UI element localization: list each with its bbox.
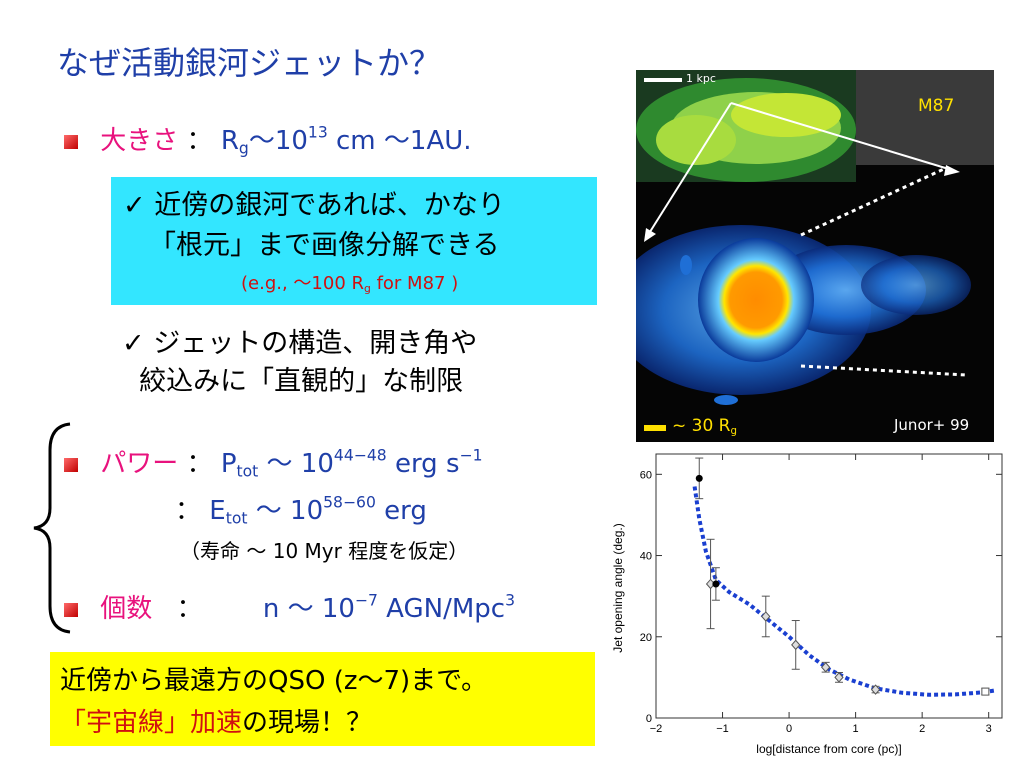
structure-line-1: ✓ ジェットの構造、開き角や xyxy=(122,328,478,359)
resolution-line-1: ✓ 近傍の銀河であれば、かなり xyxy=(123,190,505,221)
m87-jet-image: 1 kpc M87 ~ 30 Rg Junor+ 99 xyxy=(636,70,994,442)
y-tick-label: 20 xyxy=(640,632,652,644)
data-point xyxy=(834,672,844,683)
y-tick-label: 0 xyxy=(646,713,652,725)
data-point xyxy=(712,580,720,588)
power-colon: ： xyxy=(186,449,213,479)
x-axis-label: log[distance from core (pc)] xyxy=(756,742,901,756)
rg-scale-label: ~ 30 Rg xyxy=(672,416,737,438)
energy-row: ： Etot 〜 1058−60 erg xyxy=(175,490,427,528)
x-tick-label: 3 xyxy=(986,723,992,735)
x-tick-label: −2 xyxy=(650,723,663,735)
power-formula: Ptot 〜 1044−48 erg s−1 xyxy=(220,446,483,481)
x-tick-label: 2 xyxy=(919,723,925,735)
energy-formula: Etot 〜 1058−60 erg xyxy=(209,493,427,528)
size-row: 大きさ ： Rg〜1013 cm 〜1AU. xyxy=(64,120,472,158)
power-label: パワー xyxy=(100,449,179,479)
fit-curve xyxy=(692,486,996,697)
bullet-square-icon xyxy=(64,135,78,149)
cosmic-ray-box: 近傍から最遠方のQSO (z〜7)まで。 「宇宙線」加速の現場！？ xyxy=(50,652,595,746)
size-colon: ： xyxy=(186,126,213,156)
m87-jet-graphic xyxy=(636,70,994,442)
y-axis-label: Jet opening angle (deg.) xyxy=(611,523,625,652)
number-formula: n 〜 10−7 AGN/Mpc3 xyxy=(262,591,516,624)
number-label: 個数 xyxy=(100,594,153,624)
opening-angle-chart: −2 −1 0 1 2 3 0 20 40 60 log[distance from core (… xyxy=(611,453,1003,756)
number-row: 個数 ： n 〜 10−7 AGN/Mpc3 xyxy=(64,588,515,625)
data-point xyxy=(761,611,771,622)
lifetime-note: （寿命 〜 10 Myr 程度を仮定） xyxy=(180,539,469,563)
number-colon: ： xyxy=(176,594,203,624)
structure-note: ✓ ジェットの構造、開き角や 絞込みに「直観的」な制限 xyxy=(122,325,477,401)
data-point xyxy=(981,687,990,696)
resolution-note: (e.g., 〜100 Rg for M87 ) xyxy=(241,273,459,296)
size-formula: Rg〜1013 cm 〜1AU. xyxy=(220,123,472,158)
size-label: 大きさ xyxy=(100,126,179,156)
power-row: パワー ： Ptot 〜 1044−48 erg s−1 xyxy=(64,443,483,481)
slide-title: なぜ活動銀河ジェットか？ xyxy=(57,44,442,82)
cosmic-ray-line-2: 「宇宙線」加速の現場！？ xyxy=(60,708,373,738)
credit-label: Junor+ 99 xyxy=(894,416,970,434)
data-point xyxy=(791,639,801,651)
resolution-box: ✓ 近傍の銀河であれば、かなり 「根元」まで画像分解できる (e.g., 〜10… xyxy=(111,177,597,305)
bullet-square-icon xyxy=(64,603,78,617)
y-tick-label: 60 xyxy=(640,469,652,481)
data-point xyxy=(695,474,703,482)
energy-colon: ： xyxy=(175,496,202,526)
x-tick-label: −1 xyxy=(716,723,729,735)
m87-label: M87 xyxy=(918,96,955,116)
cosmic-ray-line-1: 近傍から最遠方のQSO (z〜7)まで。 xyxy=(60,666,488,696)
brace-icon xyxy=(33,422,71,634)
structure-line-2: 絞込みに「直観的」な制限 xyxy=(122,366,464,397)
bullet-square-icon xyxy=(64,458,78,472)
resolution-line-2: 「根元」まで画像分解できる xyxy=(149,230,500,261)
kpc-scale-label: 1 kpc xyxy=(686,72,716,85)
x-tick-label: 1 xyxy=(853,723,859,735)
x-tick-label: 0 xyxy=(786,723,792,735)
data-point xyxy=(870,684,881,695)
y-tick-label: 40 xyxy=(640,551,652,563)
data-point xyxy=(821,661,831,673)
